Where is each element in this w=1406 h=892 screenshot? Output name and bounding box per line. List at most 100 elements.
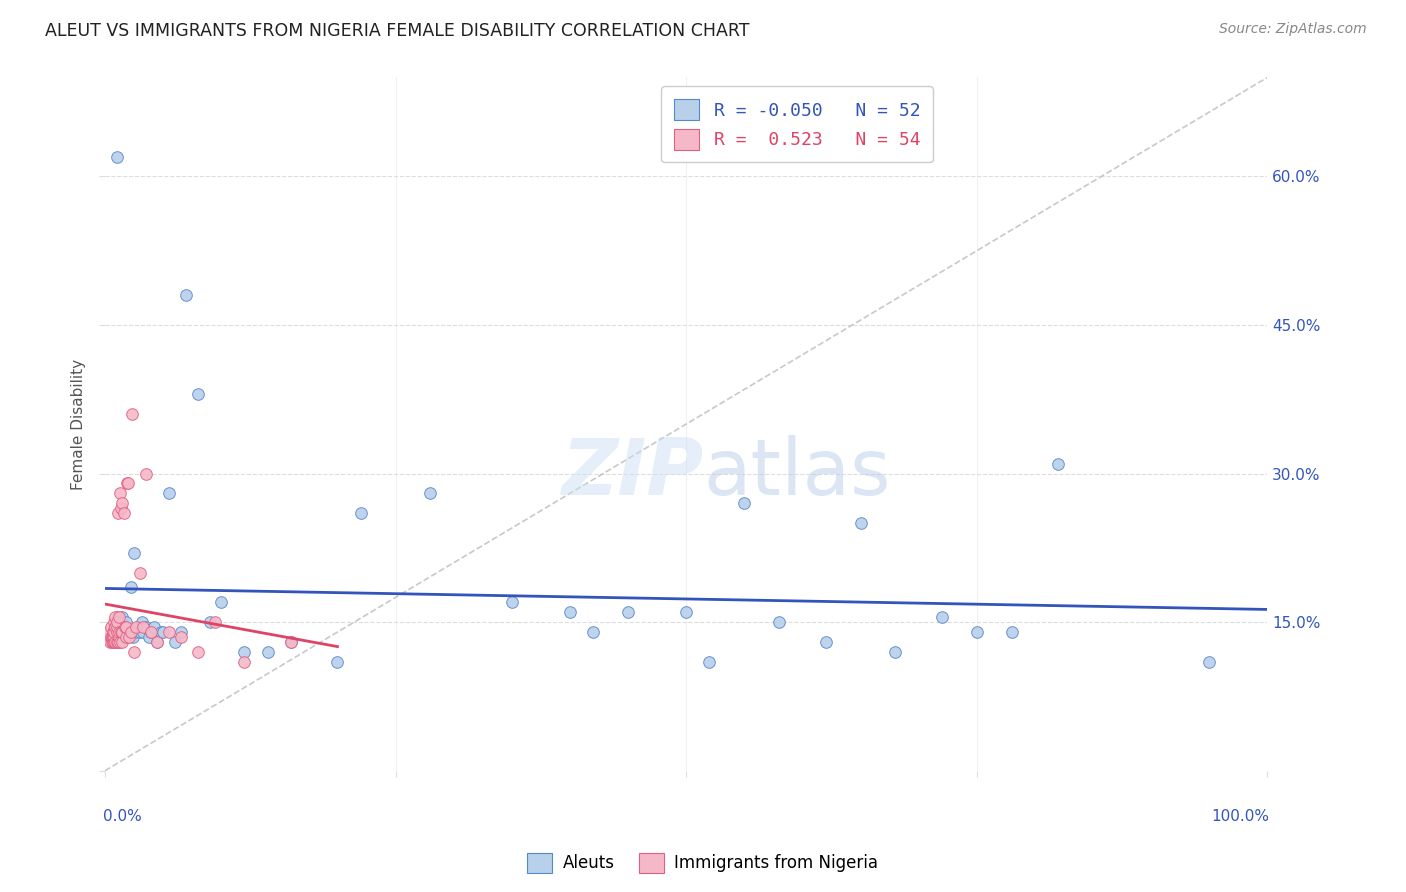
- Point: [108, 630, 131, 644]
- Point: [105, 620, 128, 634]
- Point: [111, 496, 134, 510]
- Point: [204, 615, 226, 629]
- Point: [187, 645, 209, 659]
- Point: [699, 655, 721, 669]
- Point: [128, 566, 150, 580]
- Point: [103, 635, 125, 649]
- Point: [931, 610, 953, 624]
- Point: [121, 407, 143, 421]
- Point: [142, 620, 165, 634]
- Point: [122, 645, 145, 659]
- Point: [146, 635, 169, 649]
- Point: [141, 625, 163, 640]
- Point: [108, 635, 131, 649]
- Point: [101, 630, 124, 644]
- Point: [104, 610, 127, 624]
- Point: [135, 620, 157, 634]
- Point: [108, 610, 131, 624]
- Point: [103, 615, 125, 629]
- Point: [1001, 625, 1024, 640]
- Point: [187, 387, 209, 401]
- Text: ZIP: ZIP: [561, 434, 703, 511]
- Point: [157, 625, 180, 640]
- Point: [103, 625, 125, 640]
- Point: [127, 620, 149, 634]
- Point: [675, 605, 697, 619]
- Point: [107, 610, 129, 624]
- Text: atlas: atlas: [703, 434, 890, 511]
- Point: [176, 288, 198, 302]
- Point: [100, 620, 122, 634]
- Point: [280, 635, 302, 649]
- Point: [125, 620, 148, 634]
- Y-axis label: Female Disability: Female Disability: [72, 359, 86, 490]
- Point: [117, 476, 139, 491]
- Point: [103, 630, 125, 644]
- Point: [111, 635, 134, 649]
- Point: [97, 625, 120, 640]
- Point: [138, 630, 160, 644]
- Point: [128, 625, 150, 640]
- Point: [114, 620, 136, 634]
- Point: [104, 635, 127, 649]
- Point: [558, 605, 581, 619]
- Point: [117, 625, 139, 640]
- Point: [209, 595, 232, 609]
- Point: [111, 610, 134, 624]
- Point: [115, 620, 138, 634]
- Point: [617, 605, 640, 619]
- Point: [108, 486, 131, 500]
- Point: [132, 620, 155, 634]
- Point: [108, 620, 131, 634]
- Text: ALEUT VS IMMIGRANTS FROM NIGERIA FEMALE DISABILITY CORRELATION CHART: ALEUT VS IMMIGRANTS FROM NIGERIA FEMALE …: [45, 22, 749, 40]
- Point: [146, 635, 169, 649]
- Point: [1198, 655, 1220, 669]
- Point: [733, 496, 755, 510]
- Point: [115, 476, 138, 491]
- Point: [120, 581, 142, 595]
- Point: [152, 625, 174, 640]
- Point: [280, 635, 302, 649]
- Point: [233, 645, 256, 659]
- Point: [132, 625, 155, 640]
- Point: [105, 615, 128, 629]
- Point: [233, 655, 256, 669]
- Point: [163, 635, 186, 649]
- Point: [1047, 457, 1070, 471]
- Point: [105, 150, 128, 164]
- Point: [111, 625, 134, 640]
- Point: [120, 625, 142, 640]
- Point: [124, 625, 146, 640]
- Point: [169, 625, 191, 640]
- Point: [107, 506, 129, 520]
- Point: [131, 615, 153, 629]
- Point: [350, 506, 373, 520]
- Point: [101, 635, 124, 649]
- Point: [814, 635, 837, 649]
- Text: 0.0%: 0.0%: [103, 809, 142, 824]
- Point: [169, 630, 191, 644]
- Point: [110, 625, 132, 640]
- Point: [105, 635, 128, 649]
- Point: [256, 645, 278, 659]
- Point: [115, 615, 138, 629]
- Point: [112, 506, 135, 520]
- Point: [104, 620, 127, 634]
- Point: [101, 625, 124, 640]
- Point: [122, 546, 145, 560]
- Point: [149, 625, 172, 640]
- Point: [198, 615, 221, 629]
- Legend: R = -0.050   N = 52, R =  0.523   N = 54: R = -0.050 N = 52, R = 0.523 N = 54: [661, 87, 932, 162]
- Point: [110, 501, 132, 516]
- Point: [100, 630, 122, 644]
- Point: [118, 630, 141, 644]
- Point: [157, 486, 180, 500]
- Point: [849, 516, 872, 530]
- Point: [98, 635, 121, 649]
- Point: [105, 625, 128, 640]
- Point: [101, 630, 124, 644]
- Point: [108, 615, 131, 629]
- Point: [112, 620, 135, 634]
- Point: [107, 635, 129, 649]
- Point: [768, 615, 790, 629]
